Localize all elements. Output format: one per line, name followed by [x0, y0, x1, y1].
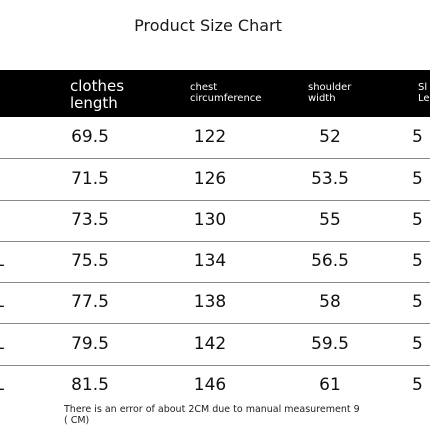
sleeve-value: 5	[412, 334, 423, 354]
clothes-length-value: 81.5	[71, 375, 109, 395]
chest-value: 142	[193, 334, 227, 354]
chest-value: 130	[193, 210, 227, 230]
clothes-length-value: 79.5	[71, 334, 109, 354]
shoulder-value: 59.5	[311, 334, 349, 354]
table-row: L 77.5 138 58 5	[0, 282, 430, 324]
shoulder-value: 61	[319, 375, 341, 395]
clothes-length-value: 77.5	[71, 292, 109, 312]
size-label: L	[0, 282, 4, 323]
chest-value: 134	[193, 251, 227, 271]
table-row: L 81.5 146 61 5	[0, 365, 430, 397]
chest-value: 126	[193, 169, 227, 189]
chest-value: 146	[193, 375, 227, 395]
header-sleeve-length: Sl Le	[418, 82, 430, 104]
shoulder-value: 52	[319, 127, 341, 147]
table-row: L 75.5 134 56.5 5	[0, 241, 430, 283]
page-title: Product Size Chart	[134, 16, 282, 35]
shoulder-value: 55	[319, 210, 341, 230]
clothes-length-value: 75.5	[71, 251, 109, 271]
sleeve-value: 5	[412, 127, 423, 147]
sleeve-value: 5	[412, 292, 423, 312]
sleeve-value: 5	[412, 375, 423, 395]
table-header: clothes length chest circumference shoul…	[0, 70, 430, 117]
sleeve-value: 5	[412, 169, 423, 189]
size-label	[0, 117, 4, 158]
size-table-body: 69.5 122 52 5 71.5 126 53.5 5 73.5 130 5…	[0, 117, 430, 397]
chest-value: 138	[193, 292, 227, 312]
size-label: L	[0, 365, 4, 397]
clothes-length-value: 69.5	[71, 127, 109, 147]
table-row: 73.5 130 55 5	[0, 200, 430, 242]
table-row: L 79.5 142 59.5 5	[0, 324, 430, 366]
size-label: L	[0, 241, 4, 282]
shoulder-value: 53.5	[311, 169, 349, 189]
size-label	[0, 159, 4, 200]
header-chest-circumference: chest circumference	[190, 82, 262, 104]
sleeve-value: 5	[412, 251, 423, 271]
header-clothes-length: clothes length	[70, 77, 125, 112]
measurement-note: There is an error of about 2CM due to ma…	[64, 404, 360, 426]
clothes-length-value: 71.5	[71, 169, 109, 189]
size-label	[0, 200, 4, 241]
header-shoulder-width: shoulder width	[308, 82, 352, 104]
table-row: 69.5 122 52 5	[0, 117, 430, 159]
size-label: L	[0, 324, 4, 365]
clothes-length-value: 73.5	[71, 210, 109, 230]
sleeve-value: 5	[412, 210, 423, 230]
shoulder-value: 56.5	[311, 251, 349, 271]
chest-value: 122	[193, 127, 227, 147]
table-row: 71.5 126 53.5 5	[0, 159, 430, 201]
shoulder-value: 58	[319, 292, 341, 312]
